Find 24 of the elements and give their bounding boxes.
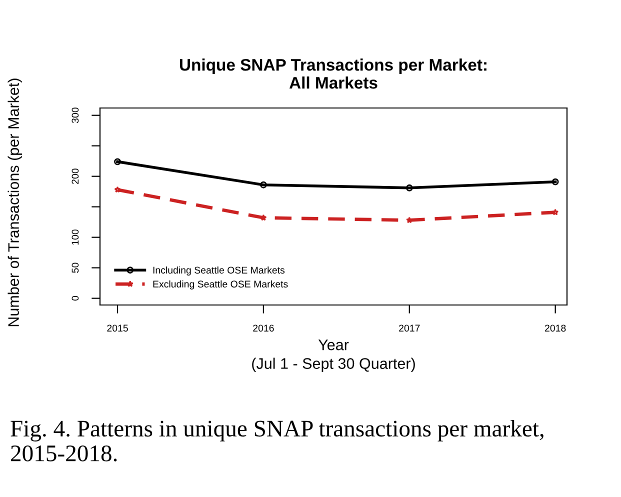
point: [260, 181, 267, 188]
y-tick-label: 50: [72, 262, 79, 273]
chart-title: Unique SNAP Transactions per Market: All Markets: [180, 58, 486, 89]
caption: Fig. 4. Patterns in unique SNAP transactions per market, 2015-2018.: [10, 420, 544, 462]
point: [406, 216, 413, 224]
point: [406, 184, 413, 192]
x-tick-label: 2017: [399, 324, 420, 332]
point: [114, 186, 121, 193]
y-tick-label: 200: [72, 168, 79, 184]
line-series: [114, 158, 559, 192]
y-tick-label: 100: [72, 230, 79, 245]
point: [552, 208, 559, 216]
x-tick-label: 2018: [545, 324, 566, 332]
x-tick-label: 2016: [253, 324, 274, 332]
y-tick-label: 0: [72, 296, 79, 301]
point: [260, 214, 267, 221]
legend-label: Excluding Seattle OSE Markets: [153, 280, 288, 290]
x-axis-title: Year (Jul 1 - Sept 30 Quarter): [252, 340, 415, 372]
y-axis-title: Number of Transactions (per Market): [8, 78, 22, 326]
point: [114, 158, 121, 166]
point: [552, 178, 559, 186]
x-tick-label: 2015: [107, 324, 128, 332]
legend-label: Including Seattle OSE Markets: [153, 266, 285, 276]
y-tick-label: 300: [72, 108, 79, 124]
